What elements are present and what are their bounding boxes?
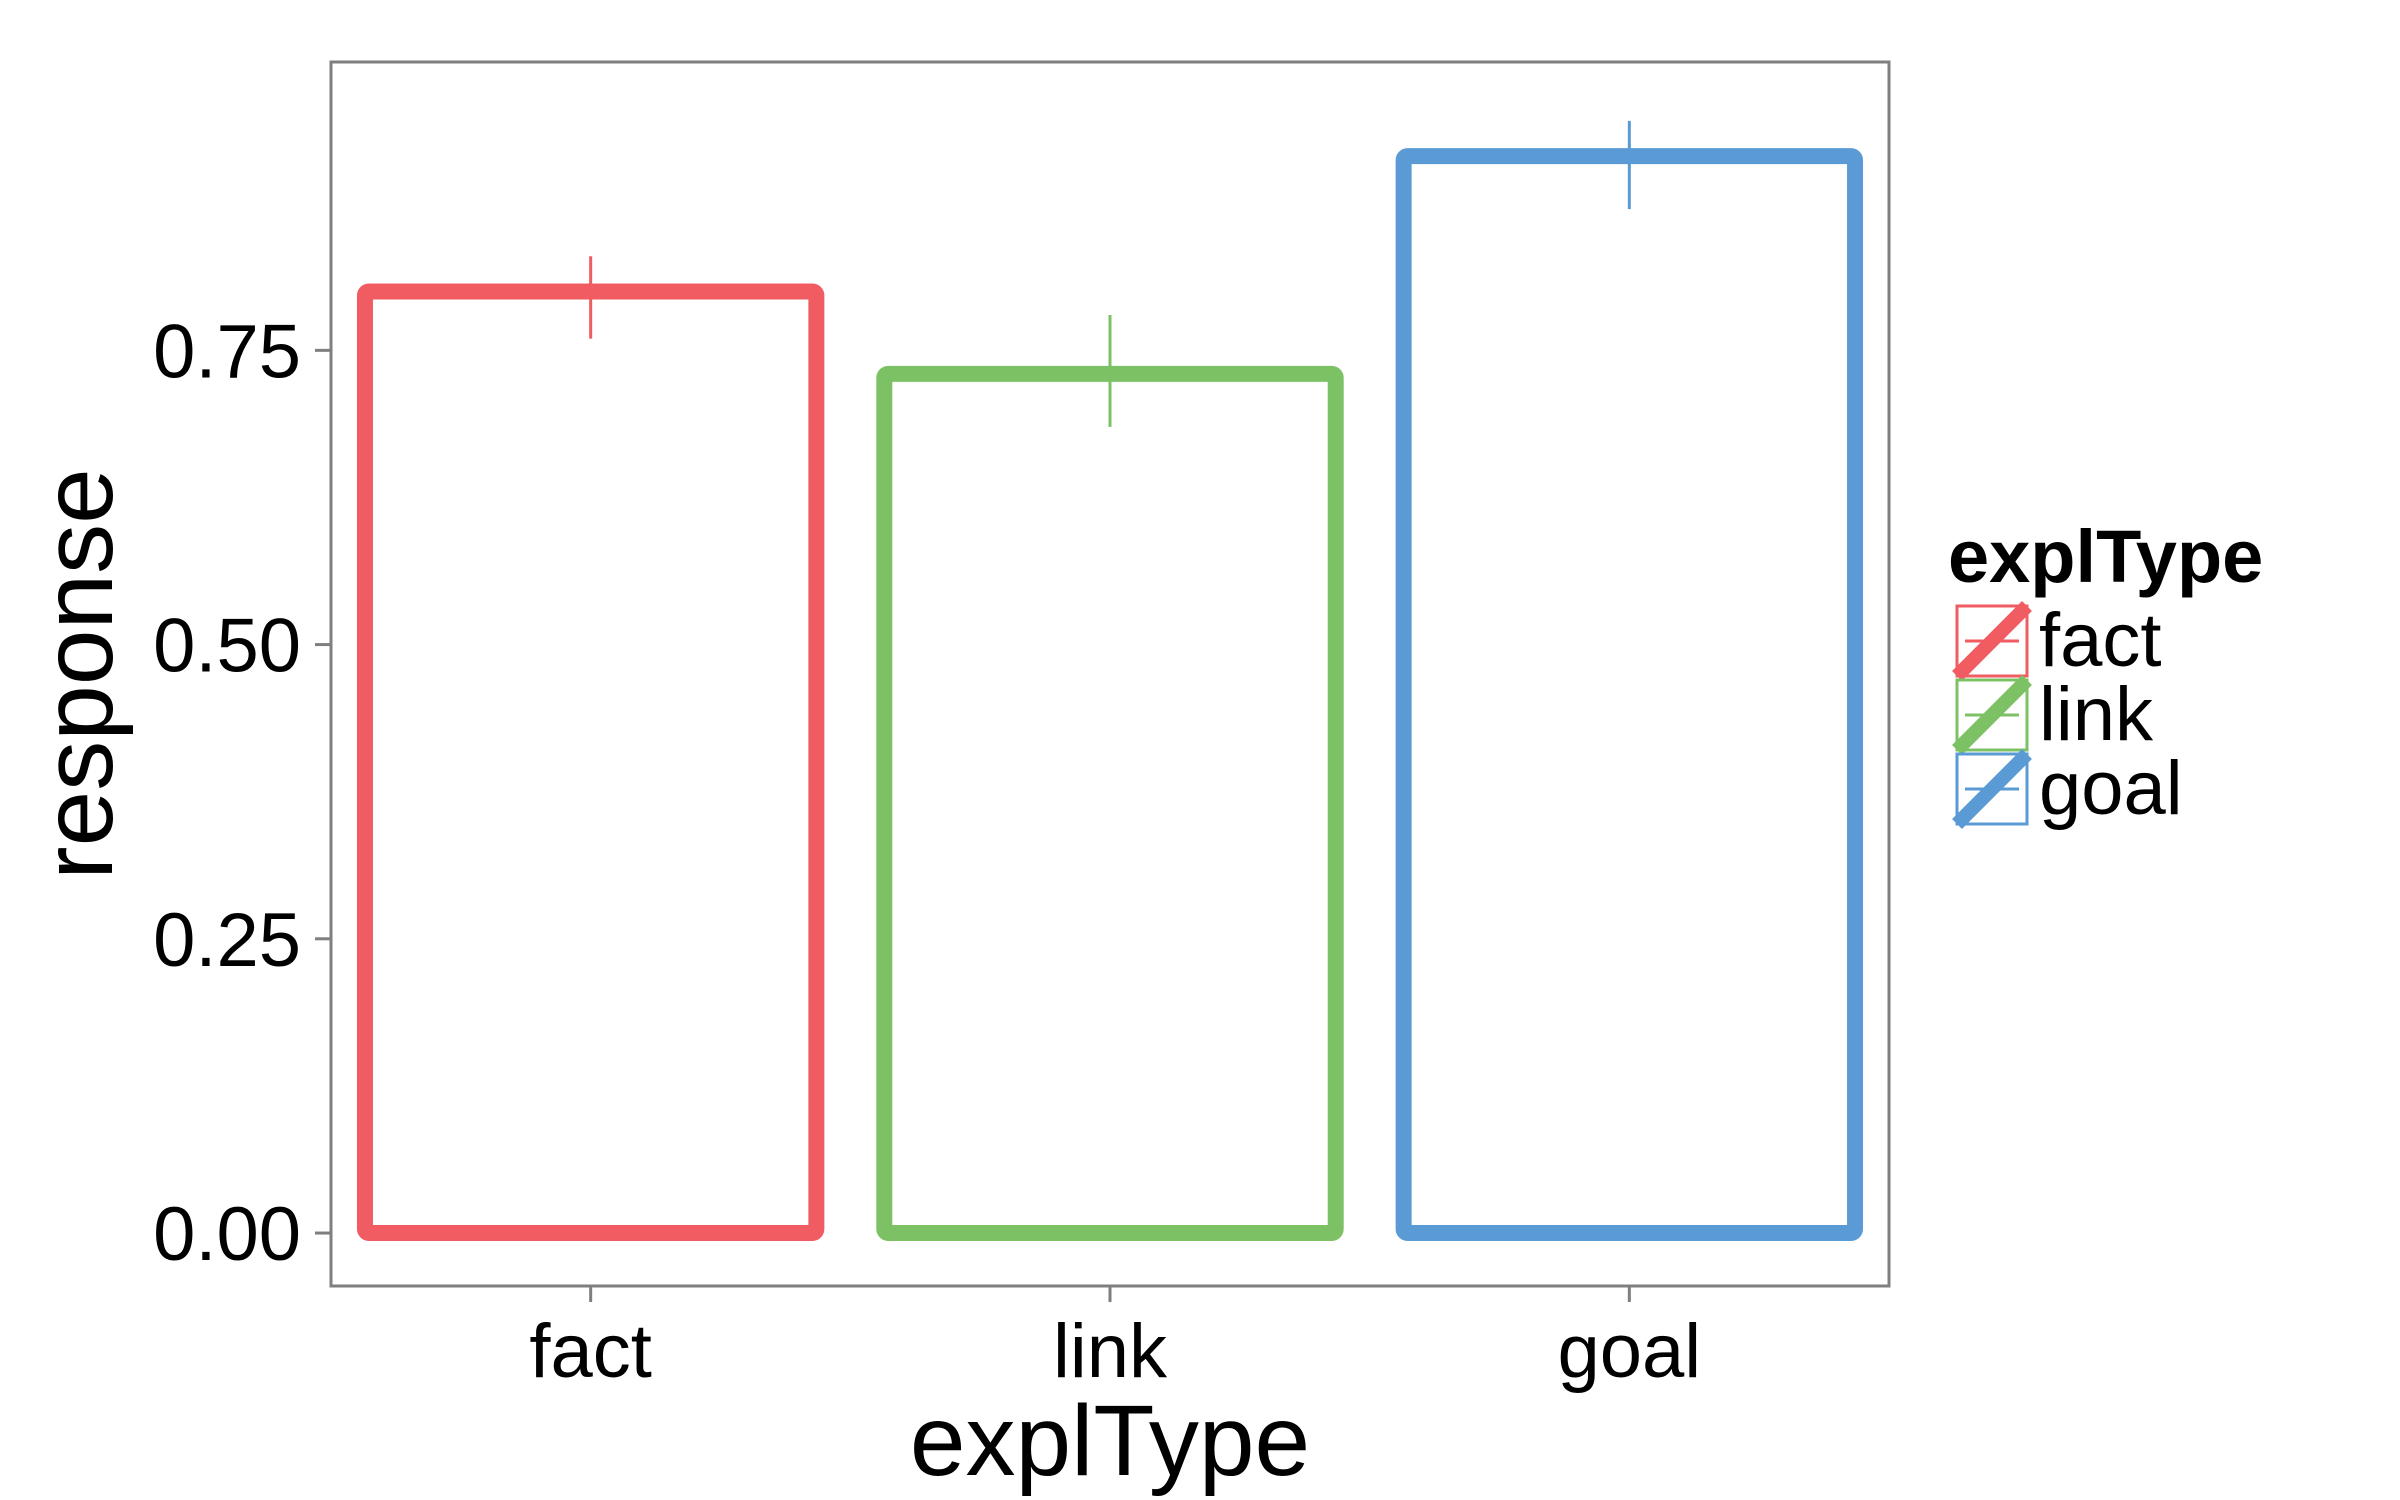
y-tick-label: 0.00	[153, 1192, 301, 1277]
legend-key-fact	[1955, 604, 2029, 678]
legend-key-link	[1955, 678, 2029, 752]
legend-title: explType	[1948, 515, 2263, 598]
plot-panel	[329, 60, 1891, 1288]
y-axis-title: response	[22, 468, 134, 879]
y-tick-label: 0.25	[153, 898, 301, 983]
error-bars	[589, 120, 1631, 427]
x-axis-title: explType	[910, 1385, 1310, 1497]
legend-key-slash-link	[1952, 675, 2032, 755]
y-tick-label: 0.75	[153, 309, 301, 394]
y-axis: 0.00 0.25 0.50 0.75	[153, 309, 331, 1277]
legend-key-slash-goal	[1952, 749, 2032, 829]
y-tick-label: 0.50	[153, 604, 301, 689]
legend-key-slash-fact	[1952, 601, 2032, 681]
x-axis: fact link goal	[529, 1286, 1701, 1394]
x-tick-label: fact	[529, 1309, 652, 1394]
legend-label-goal: goal	[2039, 746, 2183, 831]
x-tick-label: goal	[1557, 1309, 1701, 1394]
legend-label-fact: fact	[2039, 598, 2162, 683]
x-tick-label: link	[1053, 1309, 1168, 1394]
legend-label-link: link	[2039, 672, 2154, 757]
legend-key-goal	[1955, 752, 2029, 826]
